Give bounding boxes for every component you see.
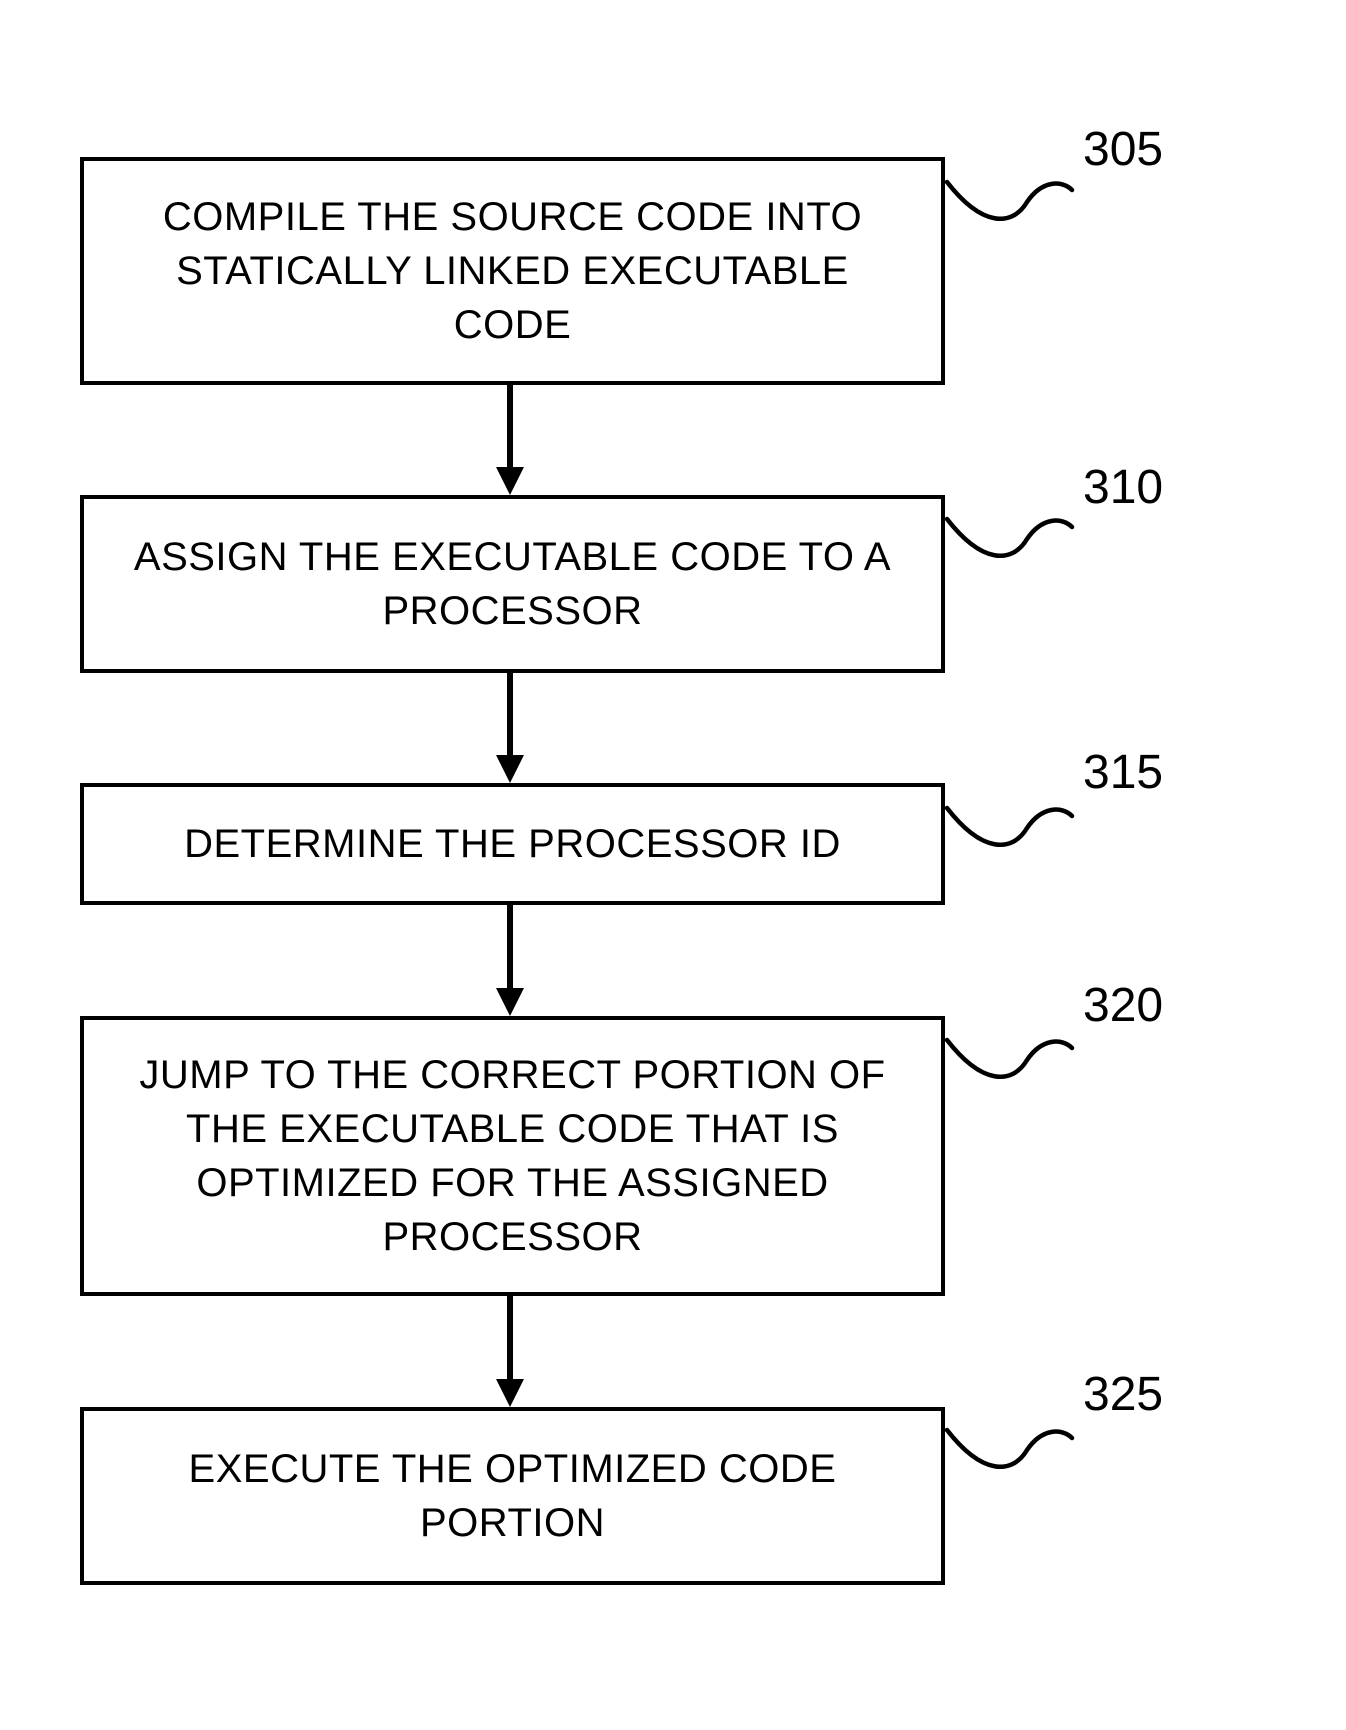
arrow-shaft: [507, 1296, 513, 1379]
tilde-connector-icon: [942, 172, 1077, 232]
flowchart-node-n320: JUMP TO THE CORRECT PORTION OF THE EXECU…: [80, 1016, 945, 1296]
tilde-connector-icon: [942, 1030, 1077, 1090]
flowchart-node-n325: EXECUTE THE OPTIMIZED CODE PORTION: [80, 1407, 945, 1585]
tilde-connector-icon: [942, 798, 1077, 858]
arrow-shaft: [507, 905, 513, 988]
arrow-head-icon: [496, 467, 524, 495]
flowchart-canvas: COMPILE THE SOURCE CODE INTO STATICALLY …: [0, 0, 1346, 1730]
flowchart-arrow: [490, 1296, 530, 1407]
arrow-shaft: [507, 385, 513, 467]
flowchart-arrow: [490, 673, 530, 783]
flowchart-node-n305: COMPILE THE SOURCE CODE INTO STATICALLY …: [80, 157, 945, 385]
arrow-head-icon: [496, 1379, 524, 1407]
flowchart-node-text: JUMP TO THE CORRECT PORTION OF THE EXECU…: [84, 1048, 941, 1264]
tilde-connector-icon: [942, 1420, 1077, 1480]
arrow-head-icon: [496, 755, 524, 783]
arrow-shaft: [507, 673, 513, 755]
flowchart-label-n305: 305: [1083, 122, 1163, 177]
flowchart-label-n325: 325: [1083, 1367, 1163, 1422]
flowchart-node-text: COMPILE THE SOURCE CODE INTO STATICALLY …: [84, 190, 941, 352]
flowchart-node-text: DETERMINE THE PROCESSOR ID: [84, 817, 941, 871]
tilde-connector-icon: [942, 509, 1077, 569]
arrow-head-icon: [496, 988, 524, 1016]
flowchart-node-text: EXECUTE THE OPTIMIZED CODE PORTION: [84, 1442, 941, 1550]
flowchart-node-text: ASSIGN THE EXECUTABLE CODE TO A PROCESSO…: [84, 530, 941, 638]
flowchart-node-n315: DETERMINE THE PROCESSOR ID: [80, 783, 945, 905]
flowchart-node-n310: ASSIGN THE EXECUTABLE CODE TO A PROCESSO…: [80, 495, 945, 673]
flowchart-arrow: [490, 905, 530, 1016]
flowchart-label-n315: 315: [1083, 745, 1163, 800]
flowchart-label-n320: 320: [1083, 978, 1163, 1033]
flowchart-label-n310: 310: [1083, 460, 1163, 515]
flowchart-arrow: [490, 385, 530, 495]
